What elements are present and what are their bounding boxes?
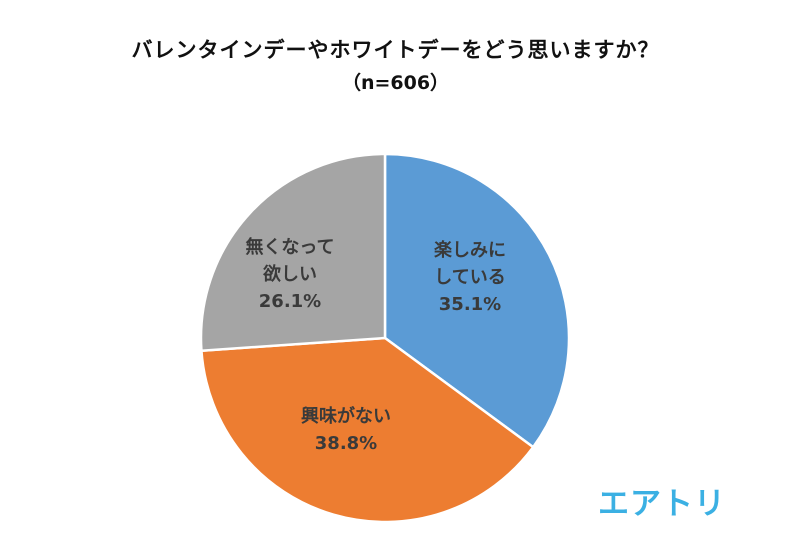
slice-label-looking-forward: 楽しみに している 35.1% [415, 237, 525, 318]
chart-subtitle: （n=606） [341, 72, 450, 94]
slice-label-line: 無くなって [245, 237, 335, 258]
slice-value: 38.8% [314, 433, 378, 454]
slice-label-not-interested: 興味がない 38.8% [281, 403, 411, 457]
slice-value: 35.1% [438, 294, 502, 315]
pie-slice-not-interested [200, 336, 535, 524]
pie-slice-want-abolished [199, 152, 387, 352]
slice-label-line: 欲しい [263, 264, 317, 285]
slice-label-line: 興味がない [301, 406, 391, 427]
slice-label-line: している [434, 267, 506, 288]
chart-title: バレンタインデーやホワイトデーをどう思いますか？ [131, 38, 660, 62]
slice-value: 26.1% [258, 291, 322, 312]
slice-label-want-abolished: 無くなって 欲しい 26.1% [230, 234, 350, 315]
pie-slice-looking-forward [383, 152, 571, 449]
slice-label-line: 楽しみに [434, 240, 506, 261]
brand-logo: エアトリ [598, 486, 726, 522]
